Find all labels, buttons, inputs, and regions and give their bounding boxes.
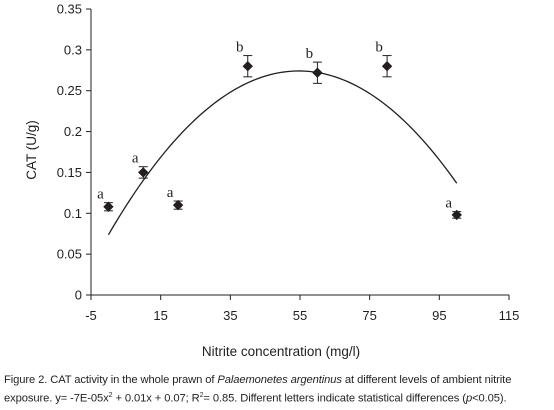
caption-r-superscript: 2 [199,392,204,399]
data-point: a [167,185,184,211]
data-point: a [97,187,114,212]
caption-species: Palaemonetes argentinus [217,374,342,386]
x-tick-label: 95 [432,308,446,323]
diamond-marker [242,61,253,72]
x-axis-title: Nitrite concentration (mg/l) [202,344,360,359]
x-tick-label: 55 [293,308,307,323]
y-tick-label: 0.15 [57,165,82,180]
caption-part2: at different levels of ambient nitrite e… [4,374,512,405]
y-tick-label: 0.25 [57,83,82,98]
data-point: b [236,40,253,78]
caption-part3: + 0.01x + 0.07; R [112,392,200,405]
significance-letter: b [375,40,383,56]
caption-p: p [465,392,473,405]
fit-curve [107,70,458,236]
y-tick-label: 0 [75,288,82,303]
data-point: a [445,196,462,221]
caption-part5: <0.05). [472,392,507,405]
x-tick-label: -5 [85,308,97,323]
significance-letter: b [236,40,244,56]
y-tick-label: 0.3 [64,42,82,57]
diamond-marker [103,201,114,212]
x-tick-label: 75 [362,308,376,323]
y-axis-title: CAT (U/g) [24,120,39,180]
significance-letter: a [97,187,104,203]
caption-part1: Figure 2. CAT activity in the whole praw… [4,374,218,386]
data-points-layer: a a a b b b a [97,40,462,221]
x-tick-label: 15 [153,308,167,323]
y-tick-label: 0.35 [57,2,82,17]
chart: 0 0.05 0.1 0.15 0.2 0.25 0.3 0.35 -5 15 35 55 75 95 11… [24,2,520,360]
diamond-marker [451,209,462,221]
caption-superscript: 2 [108,392,113,399]
significance-letter: a [167,185,174,201]
fit-curve-layer [107,70,458,236]
x-tick-label: 115 [499,308,520,323]
y-tick-label: 0.2 [64,124,82,139]
data-point: a [132,151,149,179]
diamond-marker [381,61,393,72]
diamond-marker [172,199,184,211]
axes: 0 0.05 0.1 0.15 0.2 0.25 0.3 0.35 -5 15 35 55 75 95 11… [57,2,520,324]
caption-part4: = 0.85. Different letters indicate stati… [203,392,466,405]
diamond-marker [138,167,149,178]
significance-letter: a [445,196,452,212]
diamond-marker [312,67,323,78]
y-tick-label: 0.1 [64,206,82,221]
significance-letter: a [132,151,139,167]
significance-letter: b [306,46,314,62]
x-tick-label: 35 [223,308,237,323]
figure-caption: Figure 2. CAT activity in the whole praw… [4,373,552,407]
data-point: b [306,46,323,84]
y-tick-label: 0.05 [57,247,82,262]
data-point: b [375,40,393,78]
